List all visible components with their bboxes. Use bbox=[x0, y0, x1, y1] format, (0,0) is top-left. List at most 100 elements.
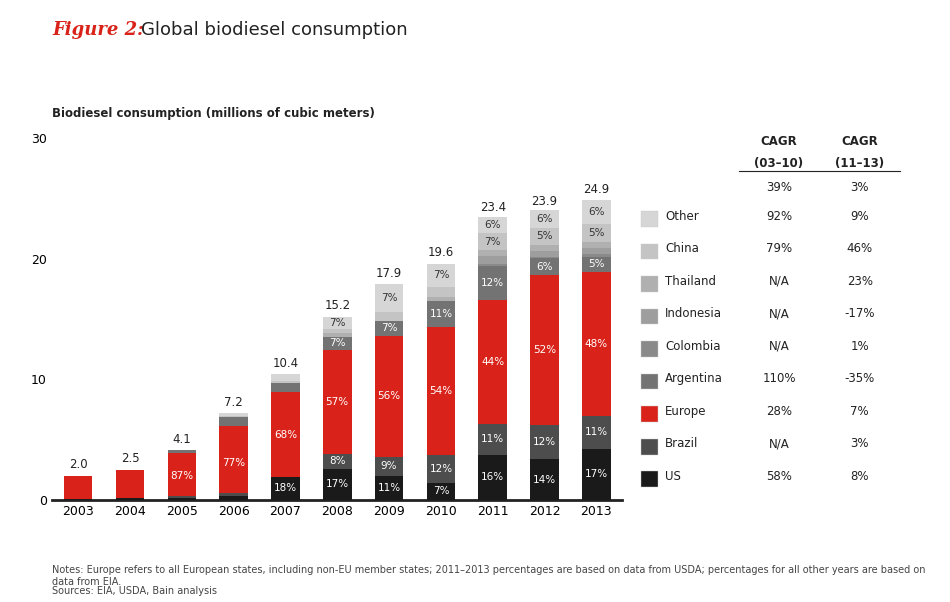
Text: 2.0: 2.0 bbox=[68, 458, 87, 471]
Text: 79%: 79% bbox=[766, 242, 792, 255]
Text: 11%: 11% bbox=[429, 309, 452, 320]
Bar bbox=[271, 383, 299, 392]
Bar bbox=[167, 450, 196, 453]
Bar bbox=[323, 468, 352, 500]
Text: N/A: N/A bbox=[769, 307, 789, 320]
Text: 57%: 57% bbox=[326, 397, 349, 407]
Text: 110%: 110% bbox=[762, 372, 796, 385]
Bar bbox=[219, 492, 248, 496]
Text: 6%: 6% bbox=[536, 214, 553, 224]
Text: Other: Other bbox=[665, 209, 699, 223]
Text: 77%: 77% bbox=[222, 458, 245, 468]
Bar bbox=[323, 337, 352, 350]
Text: 7%: 7% bbox=[850, 405, 869, 418]
Text: 19.6: 19.6 bbox=[428, 246, 454, 259]
Text: 44%: 44% bbox=[481, 356, 504, 367]
Bar bbox=[479, 256, 507, 264]
Text: 9%: 9% bbox=[850, 209, 869, 223]
Bar bbox=[582, 248, 611, 254]
Text: Argentina: Argentina bbox=[665, 372, 723, 385]
Text: 18%: 18% bbox=[274, 483, 297, 494]
Text: 16%: 16% bbox=[481, 472, 504, 482]
Text: (03–10): (03–10) bbox=[754, 157, 804, 170]
Bar bbox=[530, 275, 559, 425]
Text: 7%: 7% bbox=[329, 318, 346, 328]
Text: 17.9: 17.9 bbox=[376, 267, 402, 280]
Text: 6%: 6% bbox=[536, 262, 553, 272]
Bar bbox=[582, 416, 611, 448]
Text: 5%: 5% bbox=[536, 231, 553, 241]
Text: 7%: 7% bbox=[432, 486, 449, 497]
Bar bbox=[375, 336, 404, 456]
Text: 11%: 11% bbox=[585, 427, 608, 437]
Bar bbox=[375, 312, 404, 321]
Text: 17%: 17% bbox=[585, 469, 608, 479]
Text: 8%: 8% bbox=[329, 456, 346, 466]
Bar bbox=[219, 417, 248, 426]
Bar bbox=[582, 257, 611, 272]
Bar bbox=[167, 498, 196, 500]
Bar bbox=[530, 258, 559, 275]
Text: Sources: EIA, USDA, Bain analysis: Sources: EIA, USDA, Bain analysis bbox=[52, 586, 218, 596]
Text: 8%: 8% bbox=[850, 470, 869, 483]
Text: 39%: 39% bbox=[766, 181, 792, 194]
Text: 7.2: 7.2 bbox=[224, 396, 243, 409]
Bar bbox=[582, 448, 611, 500]
Bar bbox=[530, 459, 559, 500]
Text: 12%: 12% bbox=[429, 464, 452, 474]
Text: China: China bbox=[665, 242, 699, 255]
Text: 14%: 14% bbox=[533, 474, 556, 485]
Bar bbox=[271, 477, 299, 500]
Bar bbox=[271, 380, 299, 383]
Bar bbox=[427, 302, 455, 327]
Bar bbox=[375, 476, 404, 500]
Text: 48%: 48% bbox=[585, 339, 608, 349]
Text: 5%: 5% bbox=[588, 228, 604, 238]
Text: 7%: 7% bbox=[329, 338, 346, 348]
Bar bbox=[530, 245, 559, 251]
Text: 3%: 3% bbox=[850, 181, 869, 194]
Bar bbox=[530, 228, 559, 245]
Text: 5%: 5% bbox=[588, 259, 604, 269]
Text: Global biodiesel consumption: Global biodiesel consumption bbox=[141, 21, 408, 39]
Bar bbox=[116, 498, 144, 500]
Text: 7%: 7% bbox=[484, 237, 501, 247]
Bar bbox=[323, 333, 352, 337]
Bar bbox=[479, 250, 507, 256]
Text: 7%: 7% bbox=[432, 270, 449, 281]
Bar bbox=[116, 470, 144, 498]
Text: Figure 2:: Figure 2: bbox=[52, 21, 144, 39]
Text: Biodiesel consumption (millions of cubic meters): Biodiesel consumption (millions of cubic… bbox=[52, 107, 375, 120]
Text: 9%: 9% bbox=[381, 461, 397, 471]
Text: -17%: -17% bbox=[845, 307, 875, 320]
Text: 11%: 11% bbox=[377, 483, 401, 493]
Bar bbox=[219, 413, 248, 417]
Bar bbox=[479, 264, 507, 266]
Bar bbox=[427, 264, 455, 287]
Bar bbox=[167, 453, 196, 495]
Bar bbox=[530, 425, 559, 459]
Text: 7%: 7% bbox=[381, 293, 397, 303]
Bar bbox=[64, 498, 92, 500]
Text: CAGR: CAGR bbox=[842, 135, 878, 149]
Bar bbox=[167, 495, 196, 498]
Text: 1%: 1% bbox=[850, 340, 869, 353]
Bar bbox=[582, 224, 611, 242]
Bar bbox=[479, 217, 507, 234]
Text: 6%: 6% bbox=[588, 207, 604, 217]
Text: Indonesia: Indonesia bbox=[665, 307, 722, 320]
Bar bbox=[64, 476, 92, 498]
Text: 15.2: 15.2 bbox=[324, 299, 351, 312]
Text: Thailand: Thailand bbox=[665, 275, 716, 288]
Text: 23.4: 23.4 bbox=[480, 200, 505, 214]
Bar bbox=[219, 496, 248, 500]
Bar bbox=[427, 455, 455, 483]
Bar bbox=[427, 327, 455, 455]
Text: 52%: 52% bbox=[533, 345, 556, 355]
Text: 11%: 11% bbox=[481, 434, 504, 444]
Bar bbox=[427, 287, 455, 297]
Bar bbox=[479, 234, 507, 250]
Text: Europe: Europe bbox=[665, 405, 707, 418]
Bar bbox=[479, 424, 507, 455]
Text: 87%: 87% bbox=[170, 471, 194, 481]
